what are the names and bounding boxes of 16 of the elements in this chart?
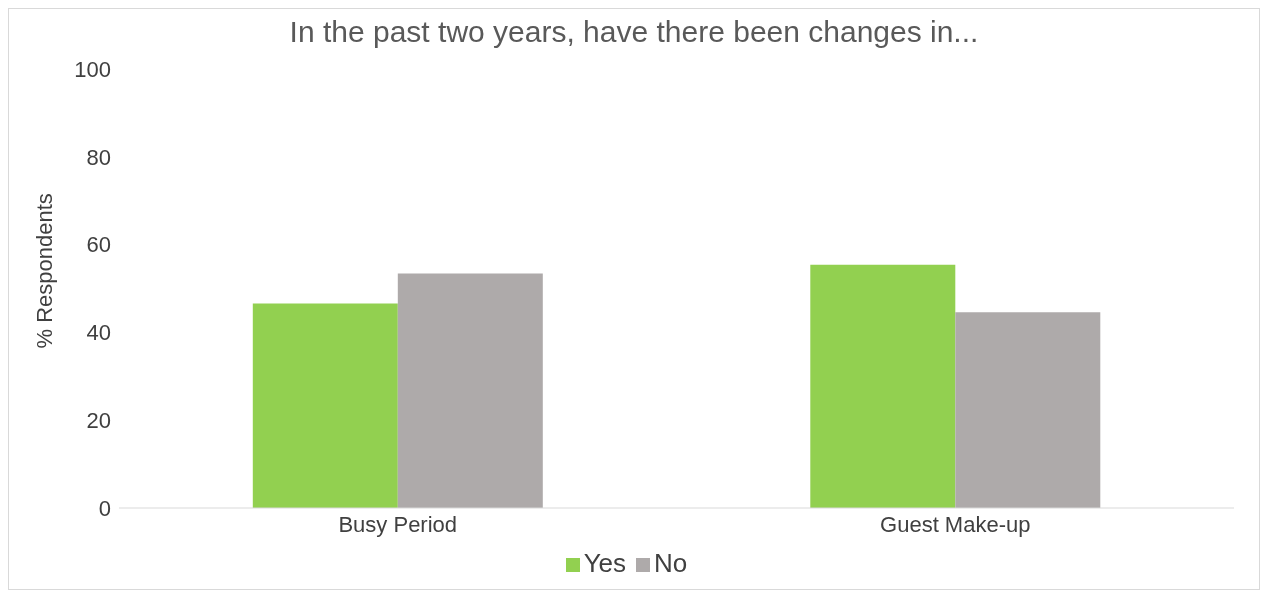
y-axis-title: % Respondents: [31, 193, 57, 349]
y-tick-label: 80: [86, 144, 111, 170]
chart-title: In the past two years, have there been changes in...: [288, 15, 980, 49]
y-tick-label: 0: [98, 495, 111, 521]
y-tick-label: 60: [86, 232, 111, 258]
y-tick-label: 20: [86, 408, 111, 434]
x-tick-label: Guest Make-up: [880, 511, 1031, 537]
x-tick-label: Busy Period: [338, 511, 458, 537]
y-tick-label: 100: [74, 56, 111, 82]
bar: [252, 303, 398, 508]
legend-label: Yes: [583, 548, 627, 578]
legend-label: No: [654, 548, 688, 578]
bar: [397, 273, 543, 508]
bar: [810, 264, 956, 508]
y-tick-label: 40: [86, 320, 111, 346]
bar: [955, 312, 1101, 508]
